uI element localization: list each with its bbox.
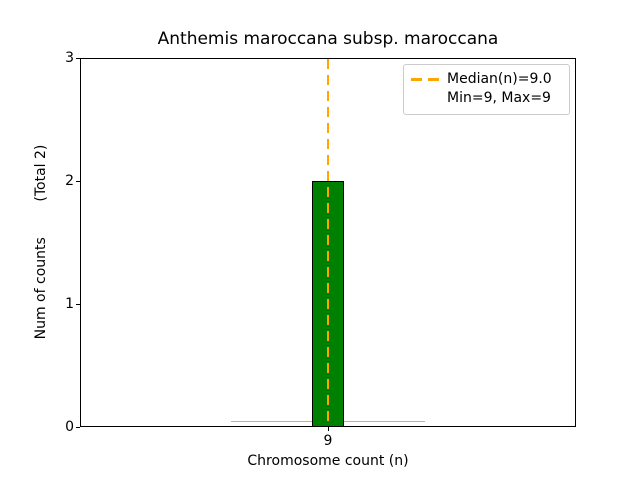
y-tick-label: 1 [65, 296, 74, 312]
legend-item-median: Median(n)=9.0 [411, 70, 561, 89]
y-axis-label: Num of counts (Total 2) [33, 144, 49, 340]
y-tick-mark [76, 57, 80, 59]
x-axis-label: Chromosome count (n) [247, 453, 409, 469]
x-tick-label: 9 [323, 433, 333, 449]
x-tick-mark [327, 427, 329, 431]
legend: Median(n)=9.0 Min=9, Max=9 [403, 64, 570, 115]
y-tick-label: 0 [65, 419, 74, 435]
legend-empty-swatch [411, 97, 439, 100]
legend-label-median: Median(n)=9.0 [447, 71, 552, 87]
y-tick-label: 3 [65, 50, 74, 66]
chart-title: Anthemis maroccana subsp. maroccana [157, 29, 499, 49]
y-tick-mark [76, 180, 80, 182]
legend-item-minmax: Min=9, Max=9 [411, 89, 561, 108]
legend-label-minmax: Min=9, Max=9 [447, 90, 551, 106]
y-tick-mark [76, 303, 80, 305]
y-tick-mark [76, 426, 80, 428]
median-dashed-line [327, 59, 329, 426]
median-dashed-line-swatch [411, 78, 439, 81]
y-tick-label: 2 [65, 173, 74, 189]
